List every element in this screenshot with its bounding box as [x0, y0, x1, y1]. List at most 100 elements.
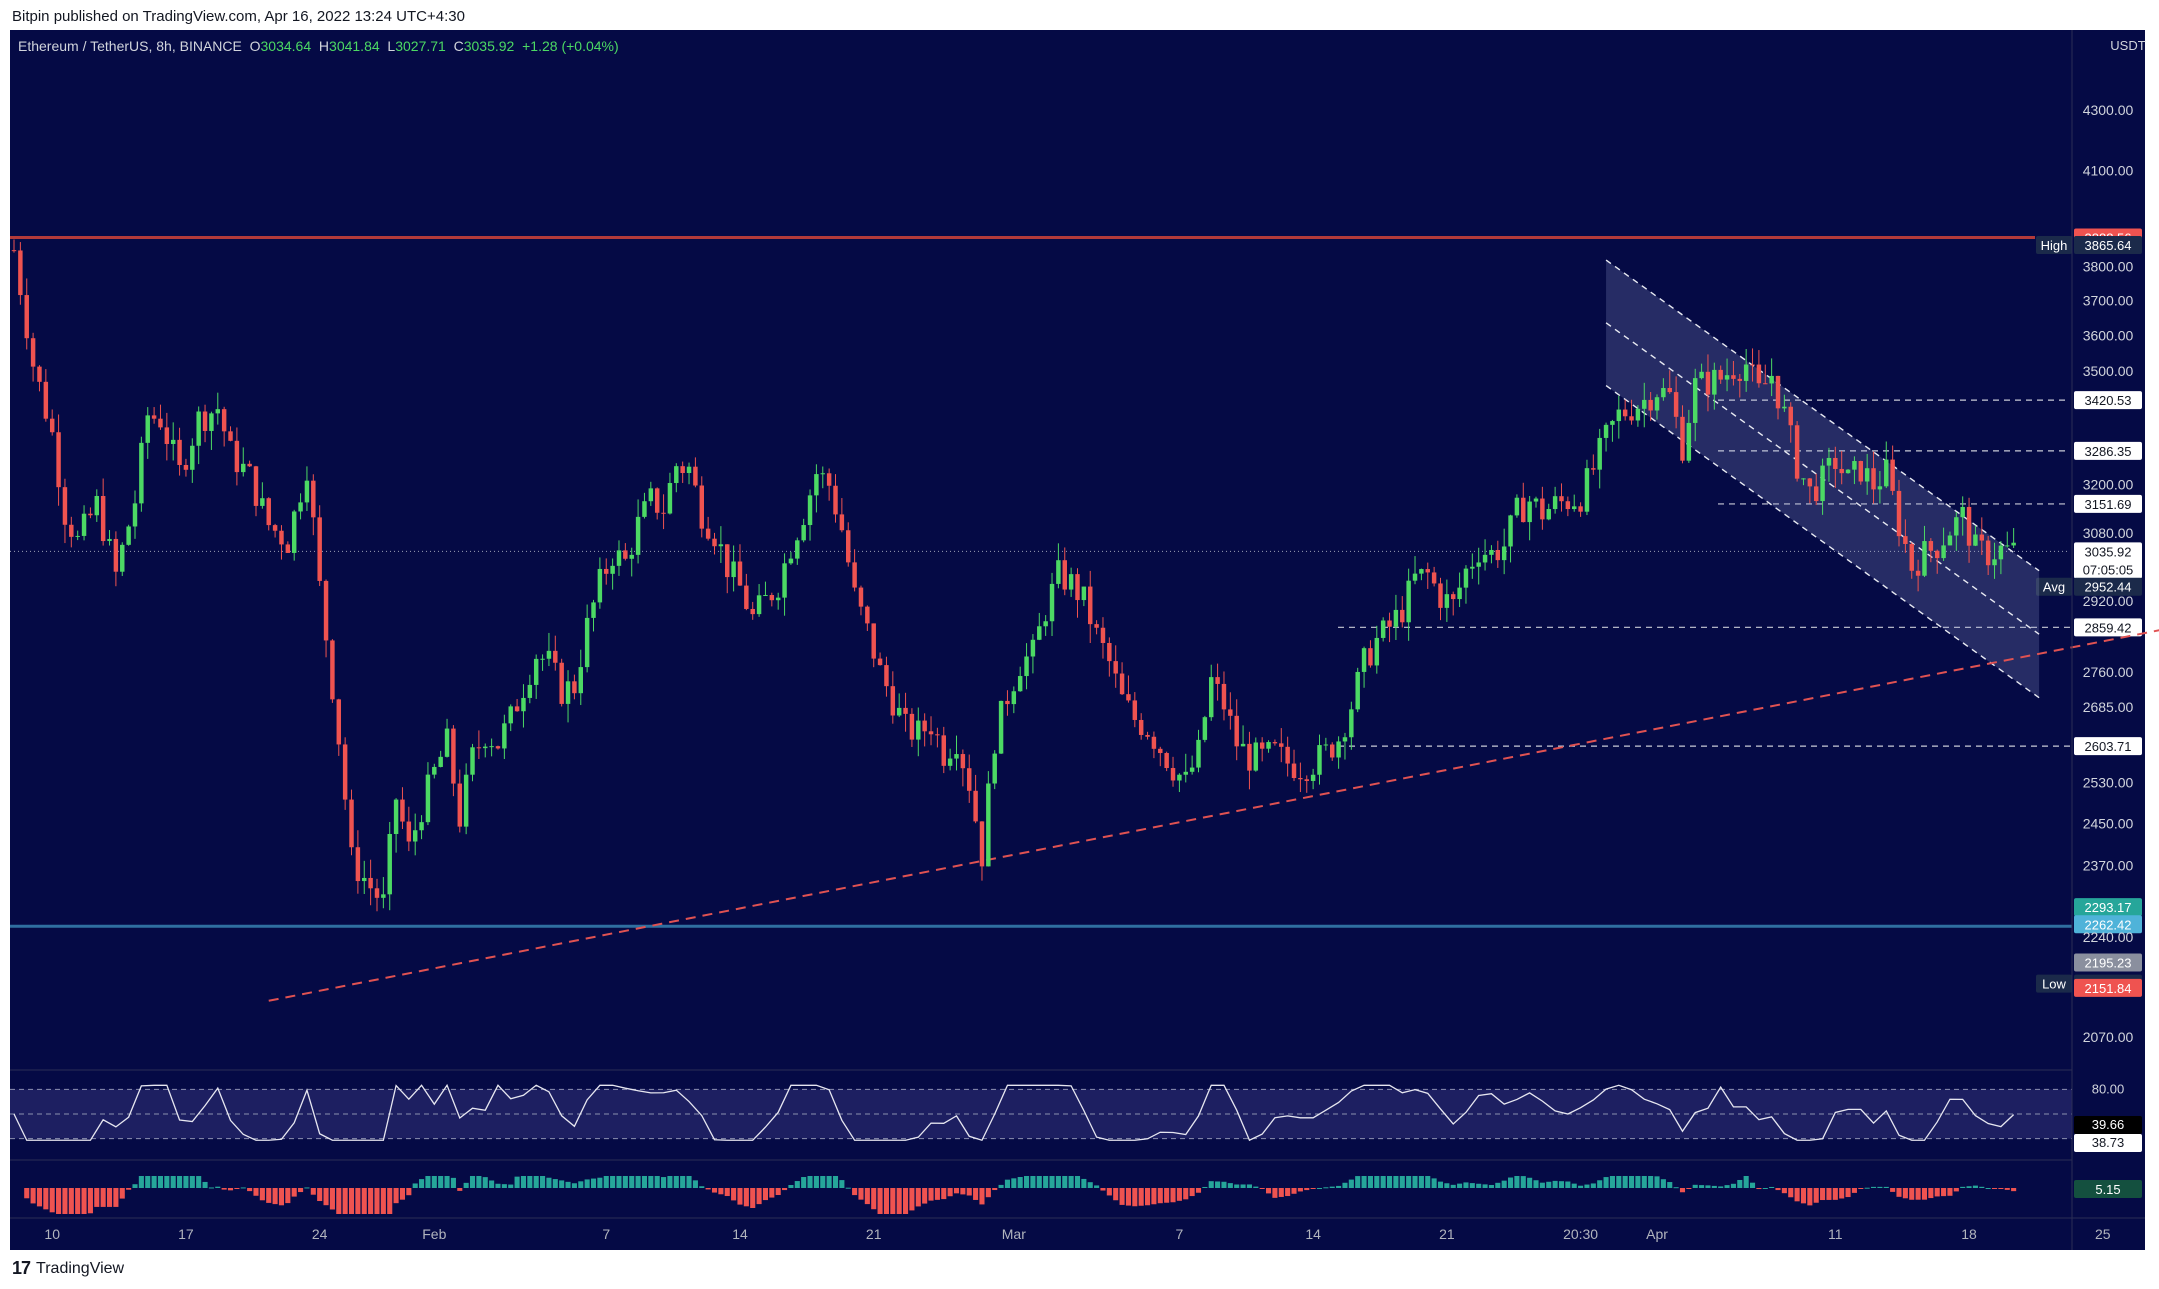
open-value: 3034.64: [260, 38, 312, 54]
candle-body: [1056, 560, 1061, 584]
candle-body: [1985, 540, 1991, 566]
macd-bar: [1272, 1188, 1278, 1198]
macd-bar: [1533, 1180, 1539, 1188]
macd-bar: [1380, 1176, 1386, 1188]
candle-body: [1342, 737, 1348, 742]
macd-bar: [419, 1179, 425, 1188]
macd-bar: [208, 1187, 214, 1189]
macd-bar: [1820, 1188, 1826, 1201]
macd-bar: [1628, 1176, 1635, 1188]
close-value: 3035.92: [463, 38, 515, 54]
candle-body: [1629, 416, 1634, 421]
macd-bar: [1565, 1181, 1571, 1188]
macd-bar: [1864, 1187, 1870, 1189]
macd-bar: [820, 1176, 826, 1188]
candle-body: [1756, 364, 1762, 384]
candle-body: [151, 415, 157, 419]
candle-body: [1845, 469, 1851, 474]
candle-body: [1189, 767, 1195, 772]
macd-bar: [1947, 1188, 1953, 1196]
macd-bar: [1278, 1188, 1284, 1197]
tradingview-footer[interactable]: 17 TradingView: [12, 1258, 124, 1279]
price-level-label: 2859.42: [2085, 620, 2132, 635]
macd-bar: [1412, 1176, 1418, 1188]
candle-body: [1928, 541, 1934, 551]
macd-bar: [1718, 1186, 1724, 1188]
low-value: 3027.71: [395, 38, 446, 54]
macd-bar: [355, 1188, 361, 1214]
candle-body: [1463, 568, 1469, 588]
candle-body: [400, 799, 405, 822]
candle-body: [1024, 656, 1029, 677]
candle-body: [718, 544, 724, 547]
price-level-label: 2293.17: [2085, 900, 2132, 915]
candle-body: [852, 562, 857, 588]
candle-body: [514, 706, 520, 712]
macd-bar: [1367, 1176, 1373, 1188]
candle-body: [1731, 375, 1736, 379]
candle-body: [839, 514, 845, 531]
macd-bar: [2004, 1188, 2010, 1190]
candle-body: [1565, 501, 1571, 510]
macd-bar: [871, 1188, 877, 1210]
low-label: L: [387, 38, 396, 54]
candle-body: [1374, 637, 1380, 666]
price-level-badge: [2074, 737, 2142, 756]
candle-body: [495, 746, 501, 749]
macd-bar: [1425, 1176, 1431, 1188]
candle-body: [1221, 683, 1227, 710]
macd-bar: [177, 1176, 183, 1188]
candle-body: [1654, 397, 1660, 411]
candle-body: [1559, 496, 1564, 502]
candle-body: [1107, 643, 1112, 662]
macd-bar: [527, 1176, 533, 1188]
candle-body: [693, 466, 698, 486]
candle-body: [387, 833, 392, 895]
price-level-badge: [2074, 441, 2142, 460]
macd-bar: [1807, 1188, 1813, 1206]
macd-bar: [1609, 1176, 1615, 1188]
macd-bar: [87, 1188, 93, 1214]
macd-bar: [1113, 1188, 1119, 1201]
macd-bar: [240, 1187, 246, 1189]
macd-bar: [1100, 1188, 1106, 1191]
candle-body: [1017, 676, 1023, 692]
candle-body: [1673, 392, 1679, 417]
price-axis[interactable]: USDT 4300.00 4100.00 3800.00 3700.00 3600.00 3…: [2071, 30, 2146, 1250]
macd-bar: [832, 1176, 839, 1188]
macd-bar: [1361, 1176, 1367, 1188]
macd-bar: [2011, 1188, 2017, 1192]
candle-body: [1909, 543, 1914, 571]
macd-bar: [979, 1188, 985, 1205]
macd-bar: [915, 1188, 921, 1207]
macd-bar: [896, 1188, 902, 1214]
price-tick-label: 2070.00: [2083, 1029, 2134, 1045]
candle-body: [1310, 774, 1316, 781]
macd-bar: [425, 1176, 431, 1188]
ascending-trendline[interactable]: [268, 605, 2159, 1002]
macd-bar: [298, 1188, 304, 1193]
candle-body: [1794, 425, 1800, 479]
macd-bar: [718, 1188, 724, 1195]
macd-bar: [1176, 1188, 1182, 1201]
macd-bar: [1998, 1188, 2004, 1189]
macd-bar: [1584, 1184, 1590, 1188]
candle-body: [1782, 406, 1787, 409]
price-level-label: 2952.44: [2085, 580, 2132, 595]
candle-body: [1100, 627, 1106, 644]
candle-body: [1145, 734, 1150, 737]
macd-bar: [877, 1188, 883, 1214]
candle-body: [1998, 545, 2004, 560]
price-tick-label: 3800.00: [2083, 259, 2134, 275]
candle-body: [368, 877, 373, 889]
candle-body: [336, 699, 342, 745]
macd-bar: [1692, 1184, 1698, 1188]
candle-body: [559, 662, 564, 704]
macd-bar: [597, 1177, 603, 1188]
macd-bar: [1329, 1186, 1335, 1188]
candle-body: [1412, 573, 1418, 581]
candle-body: [1349, 709, 1354, 738]
candle-body: [1049, 583, 1055, 622]
